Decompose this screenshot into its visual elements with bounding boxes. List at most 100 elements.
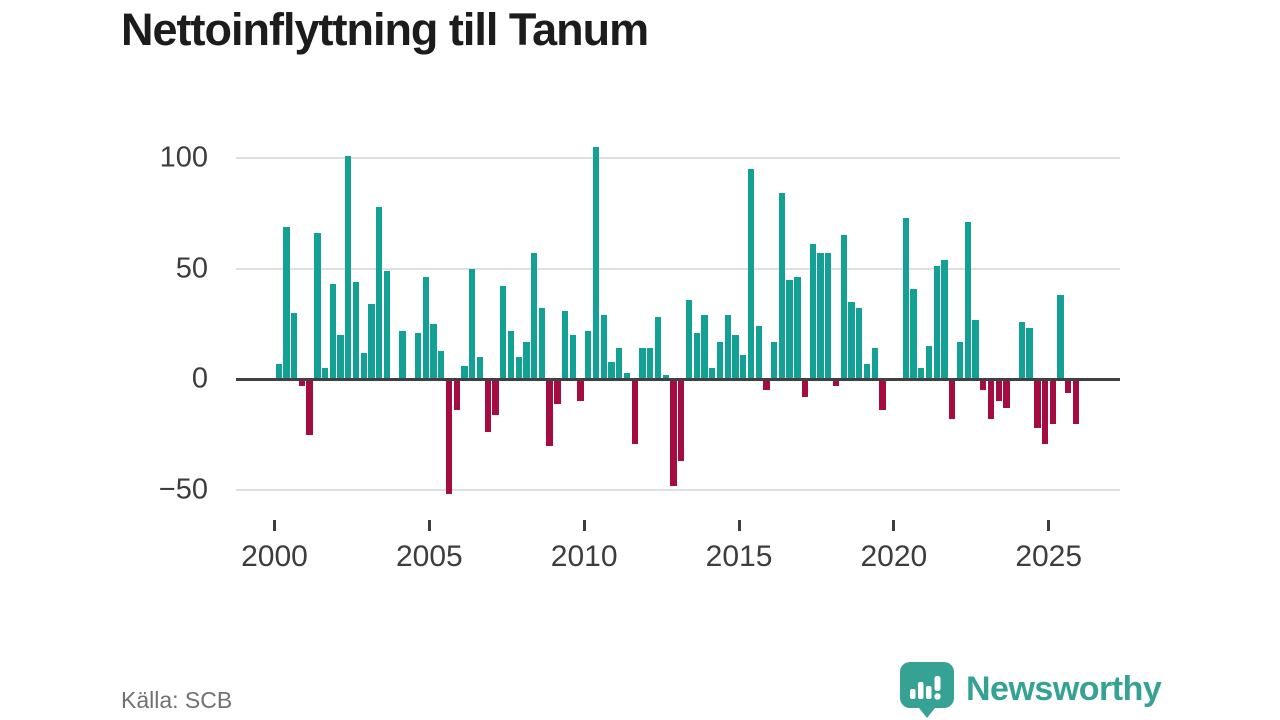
bar-positive (817, 253, 824, 380)
x-axis-label: 2020 (860, 540, 928, 573)
bar-negative (879, 379, 886, 411)
bar-positive (654, 317, 662, 380)
x-axis-tick (427, 520, 431, 531)
bar-positive (345, 155, 352, 380)
bar-positive (290, 312, 298, 380)
bar-negative (554, 379, 561, 404)
bar-positive (732, 335, 739, 380)
bar-positive (515, 357, 522, 380)
y-axis-label: 100 (159, 141, 208, 174)
bar-positive (337, 335, 344, 380)
bar-positive (778, 193, 786, 380)
bar-positive (368, 304, 375, 380)
x-axis-label: 2000 (241, 540, 308, 573)
x-axis-label: 2015 (705, 540, 773, 573)
bar-negative (670, 379, 677, 486)
bar-positive (956, 341, 964, 380)
bar-positive (352, 281, 360, 380)
bar-negative (980, 379, 987, 391)
bar-positive (1026, 328, 1033, 380)
bar-positive (848, 301, 855, 380)
bar-positive (430, 323, 437, 380)
bar-negative (577, 379, 584, 402)
bar-negative (1041, 379, 1049, 444)
bar-positive (507, 330, 515, 380)
bar-positive (414, 332, 422, 380)
bar-negative (987, 379, 995, 420)
bar-positive (856, 308, 863, 380)
bar-positive (639, 348, 646, 380)
bar-positive (1057, 295, 1064, 380)
bar-positive (685, 299, 693, 380)
bar-positive (755, 326, 762, 380)
bar-positive (701, 315, 708, 380)
bar-positive (1018, 321, 1026, 380)
bar-negative (949, 379, 956, 420)
bar-positive (863, 363, 871, 380)
bar-positive (902, 217, 909, 380)
x-axis-label: 2010 (550, 540, 618, 573)
bar-positive (786, 279, 793, 380)
bar-positive (523, 341, 530, 380)
bar-positive (592, 146, 600, 380)
bar-positive (314, 233, 321, 380)
bar-negative (306, 379, 313, 435)
y-axis-label: −50 (158, 473, 208, 506)
bar-positive (809, 244, 816, 380)
bar-positive (972, 319, 979, 380)
y-axis-label: 50 (175, 252, 208, 285)
bar-positive (693, 332, 700, 380)
bar-positive (724, 315, 731, 380)
newsworthy-brand: Newsworthy (898, 660, 1162, 718)
gridline-100 (236, 156, 1120, 159)
bar-positive (925, 346, 933, 380)
bar-positive (740, 354, 747, 380)
bar-positive (283, 226, 290, 380)
bar-positive (360, 352, 367, 380)
bar-negative (453, 379, 460, 411)
x-axis-label: 2005 (395, 540, 463, 573)
bar-positive (794, 277, 801, 380)
bar-negative (995, 379, 1002, 402)
bar-positive (825, 253, 832, 380)
x-axis-tick (892, 520, 896, 531)
gridline--50 (236, 489, 1120, 491)
bar-negative (631, 379, 638, 444)
bar-positive (422, 277, 429, 380)
bar-negative (1034, 379, 1041, 428)
bar-negative (484, 379, 491, 433)
bar-negative (763, 379, 770, 391)
bar-positive (585, 330, 592, 380)
bar-negative (1003, 379, 1010, 409)
bar-positive (329, 284, 336, 380)
bar-negative (801, 379, 809, 397)
bar-negative (678, 379, 685, 462)
bar-positive (623, 372, 631, 380)
bar-positive (275, 363, 282, 380)
bar-positive (561, 310, 569, 380)
bar-positive (469, 268, 476, 380)
bar-positive (376, 206, 383, 380)
x-axis-tick (1047, 520, 1051, 531)
bar-positive (438, 350, 445, 380)
zero-axis-line (236, 377, 1120, 381)
bar-positive (569, 335, 576, 380)
bar-positive (910, 288, 917, 380)
bar-positive (383, 270, 391, 380)
chart-title: Nettoinflyttning till Tanum (121, 4, 649, 55)
bar-positive (941, 259, 948, 380)
bar-negative (298, 379, 306, 386)
bar-positive (530, 253, 538, 380)
x-axis-label: 2025 (1015, 540, 1083, 573)
newsworthy-logo-icon (900, 662, 954, 718)
x-axis-tick (273, 520, 276, 531)
bar-negative (492, 379, 499, 415)
bar-positive (933, 266, 940, 380)
bar-positive (321, 368, 329, 380)
source-caption: Källa: SCB (121, 687, 233, 713)
bar-positive (616, 348, 623, 380)
bar-positive (647, 348, 654, 380)
x-axis-tick (582, 520, 586, 531)
bar-negative (1072, 379, 1080, 424)
